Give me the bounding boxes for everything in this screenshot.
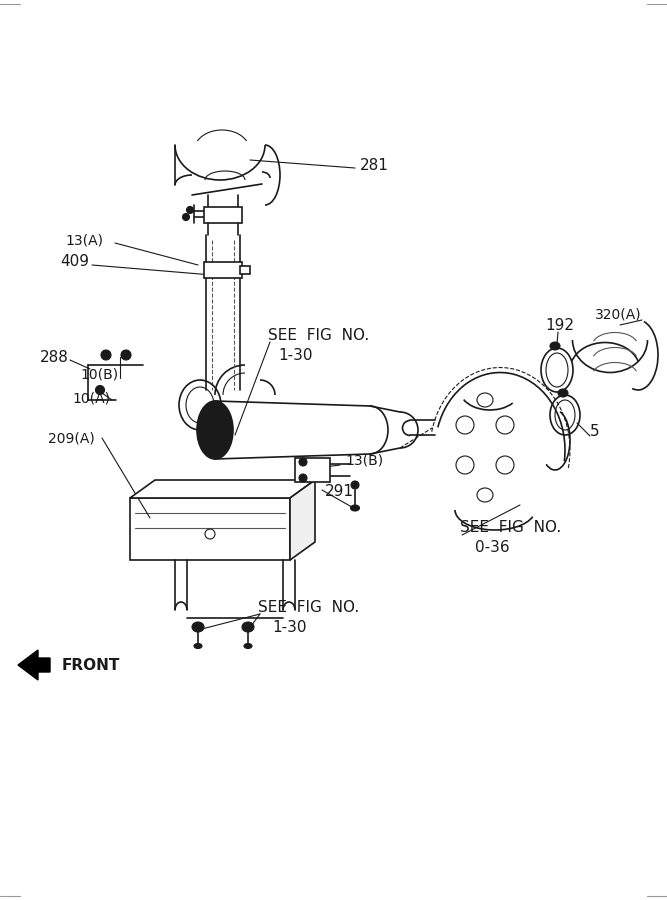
Ellipse shape	[192, 622, 204, 632]
Text: 10(B): 10(B)	[80, 368, 118, 382]
Ellipse shape	[121, 350, 131, 360]
Text: 288: 288	[40, 350, 69, 365]
Bar	[240, 266, 250, 274]
Text: 5: 5	[590, 425, 600, 439]
Polygon shape	[130, 480, 315, 498]
Text: 1-30: 1-30	[272, 620, 307, 635]
Text: 13(B): 13(B)	[345, 453, 383, 467]
Ellipse shape	[558, 389, 568, 397]
Ellipse shape	[183, 213, 189, 220]
Text: 320(A): 320(A)	[595, 308, 642, 322]
Ellipse shape	[299, 474, 307, 482]
Text: SEE  FIG  NO.: SEE FIG NO.	[268, 328, 370, 343]
Ellipse shape	[197, 401, 233, 459]
Text: 291: 291	[325, 484, 354, 500]
Text: 192: 192	[545, 318, 574, 332]
Bar	[204, 207, 242, 223]
Text: 1-30: 1-30	[278, 347, 313, 363]
Ellipse shape	[550, 342, 560, 350]
Text: 281: 281	[360, 158, 389, 173]
Ellipse shape	[351, 481, 359, 489]
Polygon shape	[290, 480, 315, 560]
Ellipse shape	[194, 644, 202, 649]
Ellipse shape	[101, 350, 111, 360]
Polygon shape	[18, 650, 50, 680]
Ellipse shape	[299, 458, 307, 466]
Ellipse shape	[95, 385, 105, 394]
Text: 0-36: 0-36	[475, 541, 510, 555]
Text: SEE  FIG  NO.: SEE FIG NO.	[258, 600, 360, 616]
Text: 13(A): 13(A)	[65, 233, 103, 247]
Ellipse shape	[242, 622, 254, 632]
Ellipse shape	[187, 206, 193, 213]
Text: 10(A): 10(A)	[72, 391, 110, 405]
Ellipse shape	[244, 644, 252, 649]
Bar	[130, 498, 290, 560]
Ellipse shape	[350, 505, 360, 511]
Text: 209(A): 209(A)	[48, 431, 95, 445]
Bar	[295, 458, 330, 482]
Text: FRONT: FRONT	[62, 658, 120, 672]
Text: SEE  FIG  NO.: SEE FIG NO.	[460, 520, 561, 536]
Text: 409: 409	[60, 255, 89, 269]
Bar	[204, 262, 242, 278]
